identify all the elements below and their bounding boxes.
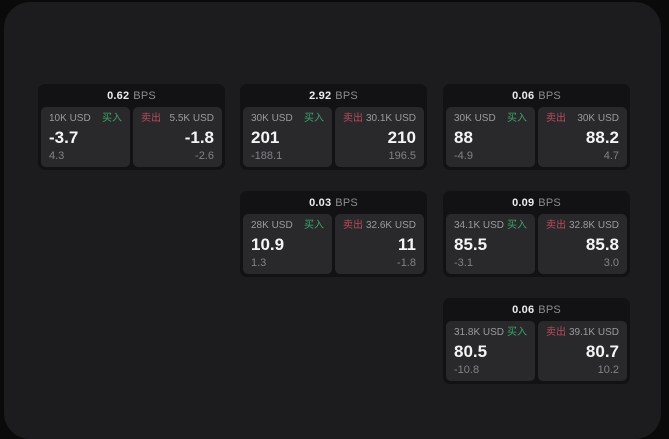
sell-pane[interactable]: 卖出 32.6K USD 11 -1.8 xyxy=(335,214,424,274)
sell-price: 11 xyxy=(398,234,416,254)
buy-pane[interactable]: 10K USD 买入 -3.7 4.3 xyxy=(41,107,130,167)
card-header: 0.06 BPS xyxy=(443,84,630,107)
bps-unit-label: BPS xyxy=(335,196,358,209)
quote-card: 0.03 BPS 28K USD 买入 10.9 1.3 卖出 32.6K US… xyxy=(240,191,427,277)
card-body: 10K USD 买入 -3.7 4.3 卖出 5.5K USD -1.8 -2.… xyxy=(38,107,225,170)
sell-notional: 5.5K USD xyxy=(169,113,214,124)
buy-notional: 10K USD xyxy=(49,113,91,124)
sell-change: -1.8 xyxy=(397,257,416,269)
card-body: 31.8K USD 买入 80.5 -10.8 卖出 39.1K USD 80.… xyxy=(443,321,630,384)
sell-pane[interactable]: 卖出 30K USD 88.2 4.7 xyxy=(538,107,627,167)
sell-change: 10.2 xyxy=(597,364,619,376)
sell-pane[interactable]: 卖出 32.8K USD 85.8 3.0 xyxy=(538,214,627,274)
card-body: 28K USD 买入 10.9 1.3 卖出 32.6K USD 11 -1.8 xyxy=(240,214,427,277)
quote-card: 0.06 BPS 30K USD 买入 88 -4.9 卖出 30K USD 8… xyxy=(443,84,630,170)
buy-price: 88 xyxy=(454,127,473,147)
buy-change: 4.3 xyxy=(49,150,65,162)
buy-change: -188.1 xyxy=(251,150,283,162)
sell-change: 4.7 xyxy=(603,150,619,162)
buy-price: 80.5 xyxy=(454,341,488,361)
buy-pane[interactable]: 30K USD 买入 201 -188.1 xyxy=(243,107,332,167)
bps-value: 0.09 xyxy=(512,196,535,209)
card-header: 2.92 BPS xyxy=(240,84,427,107)
card-header: 0.03 BPS xyxy=(240,191,427,214)
buy-side-tag: 买入 xyxy=(507,220,527,231)
quote-card: 2.92 BPS 30K USD 买入 201 -188.1 卖出 30.1K … xyxy=(240,84,427,170)
buy-side-tag: 买入 xyxy=(102,113,122,124)
sell-price: 88.2 xyxy=(585,127,619,147)
card-header: 0.06 BPS xyxy=(443,298,630,321)
buy-notional: 28K USD xyxy=(251,220,293,231)
sell-price: 80.7 xyxy=(585,341,619,361)
buy-side-tag: 买入 xyxy=(304,220,324,231)
buy-side-tag: 买入 xyxy=(507,327,527,338)
quote-card: 0.06 BPS 31.8K USD 买入 80.5 -10.8 卖出 39.1… xyxy=(443,298,630,384)
sell-price: -1.8 xyxy=(184,127,214,147)
sell-change: 196.5 xyxy=(388,150,416,162)
card-body: 30K USD 买入 201 -188.1 卖出 30.1K USD 210 1… xyxy=(240,107,427,170)
sell-notional: 30.1K USD xyxy=(365,113,416,124)
sell-side-tag: 卖出 xyxy=(141,113,161,124)
sell-change: 3.0 xyxy=(603,257,619,269)
sell-side-tag: 卖出 xyxy=(546,327,566,338)
sell-side-tag: 卖出 xyxy=(343,220,363,231)
bps-value: 2.92 xyxy=(309,89,332,102)
buy-notional: 34.1K USD xyxy=(454,220,505,231)
bps-unit-label: BPS xyxy=(538,196,561,209)
sell-side-tag: 卖出 xyxy=(546,220,566,231)
sell-notional: 39.1K USD xyxy=(568,327,619,338)
card-body: 34.1K USD 买入 85.5 -3.1 卖出 32.8K USD 85.8… xyxy=(443,214,630,277)
sell-notional: 30K USD xyxy=(577,113,619,124)
card-header: 0.09 BPS xyxy=(443,191,630,214)
card-header: 0.62 BPS xyxy=(38,84,225,107)
buy-pane[interactable]: 34.1K USD 买入 85.5 -3.1 xyxy=(446,214,535,274)
quotes-panel: 0.62 BPS 10K USD 买入 -3.7 4.3 卖出 5.5K USD… xyxy=(4,2,661,439)
buy-price: 10.9 xyxy=(251,234,285,254)
sell-side-tag: 卖出 xyxy=(546,113,566,124)
buy-change: 1.3 xyxy=(251,257,267,269)
buy-change: -10.8 xyxy=(454,364,480,376)
bps-unit-label: BPS xyxy=(538,303,561,316)
sell-price: 85.8 xyxy=(585,234,619,254)
buy-change: -3.1 xyxy=(454,257,473,269)
bps-unit-label: BPS xyxy=(133,89,156,102)
sell-notional: 32.8K USD xyxy=(568,220,619,231)
bps-unit-label: BPS xyxy=(335,89,358,102)
sell-change: -2.6 xyxy=(195,150,214,162)
sell-pane[interactable]: 卖出 30.1K USD 210 196.5 xyxy=(335,107,424,167)
sell-price: 210 xyxy=(387,127,416,147)
bps-value: 0.62 xyxy=(107,89,130,102)
bps-value: 0.03 xyxy=(309,196,332,209)
card-body: 30K USD 买入 88 -4.9 卖出 30K USD 88.2 4.7 xyxy=(443,107,630,170)
buy-change: -4.9 xyxy=(454,150,473,162)
buy-price: 201 xyxy=(251,127,280,147)
quote-card: 0.62 BPS 10K USD 买入 -3.7 4.3 卖出 5.5K USD… xyxy=(38,84,225,170)
buy-notional: 30K USD xyxy=(251,113,293,124)
sell-pane[interactable]: 卖出 39.1K USD 80.7 10.2 xyxy=(538,321,627,381)
bps-value: 0.06 xyxy=(512,89,535,102)
bps-unit-label: BPS xyxy=(538,89,561,102)
sell-notional: 32.6K USD xyxy=(365,220,416,231)
sell-pane[interactable]: 卖出 5.5K USD -1.8 -2.6 xyxy=(133,107,222,167)
buy-pane[interactable]: 31.8K USD 买入 80.5 -10.8 xyxy=(446,321,535,381)
bps-value: 0.06 xyxy=(512,303,535,316)
buy-price: 85.5 xyxy=(454,234,488,254)
buy-notional: 30K USD xyxy=(454,113,496,124)
buy-notional: 31.8K USD xyxy=(454,327,505,338)
buy-pane[interactable]: 30K USD 买入 88 -4.9 xyxy=(446,107,535,167)
buy-price: -3.7 xyxy=(49,127,79,147)
buy-pane[interactable]: 28K USD 买入 10.9 1.3 xyxy=(243,214,332,274)
buy-side-tag: 买入 xyxy=(507,113,527,124)
buy-side-tag: 买入 xyxy=(304,113,324,124)
sell-side-tag: 卖出 xyxy=(343,113,363,124)
quote-card: 0.09 BPS 34.1K USD 买入 85.5 -3.1 卖出 32.8K… xyxy=(443,191,630,277)
